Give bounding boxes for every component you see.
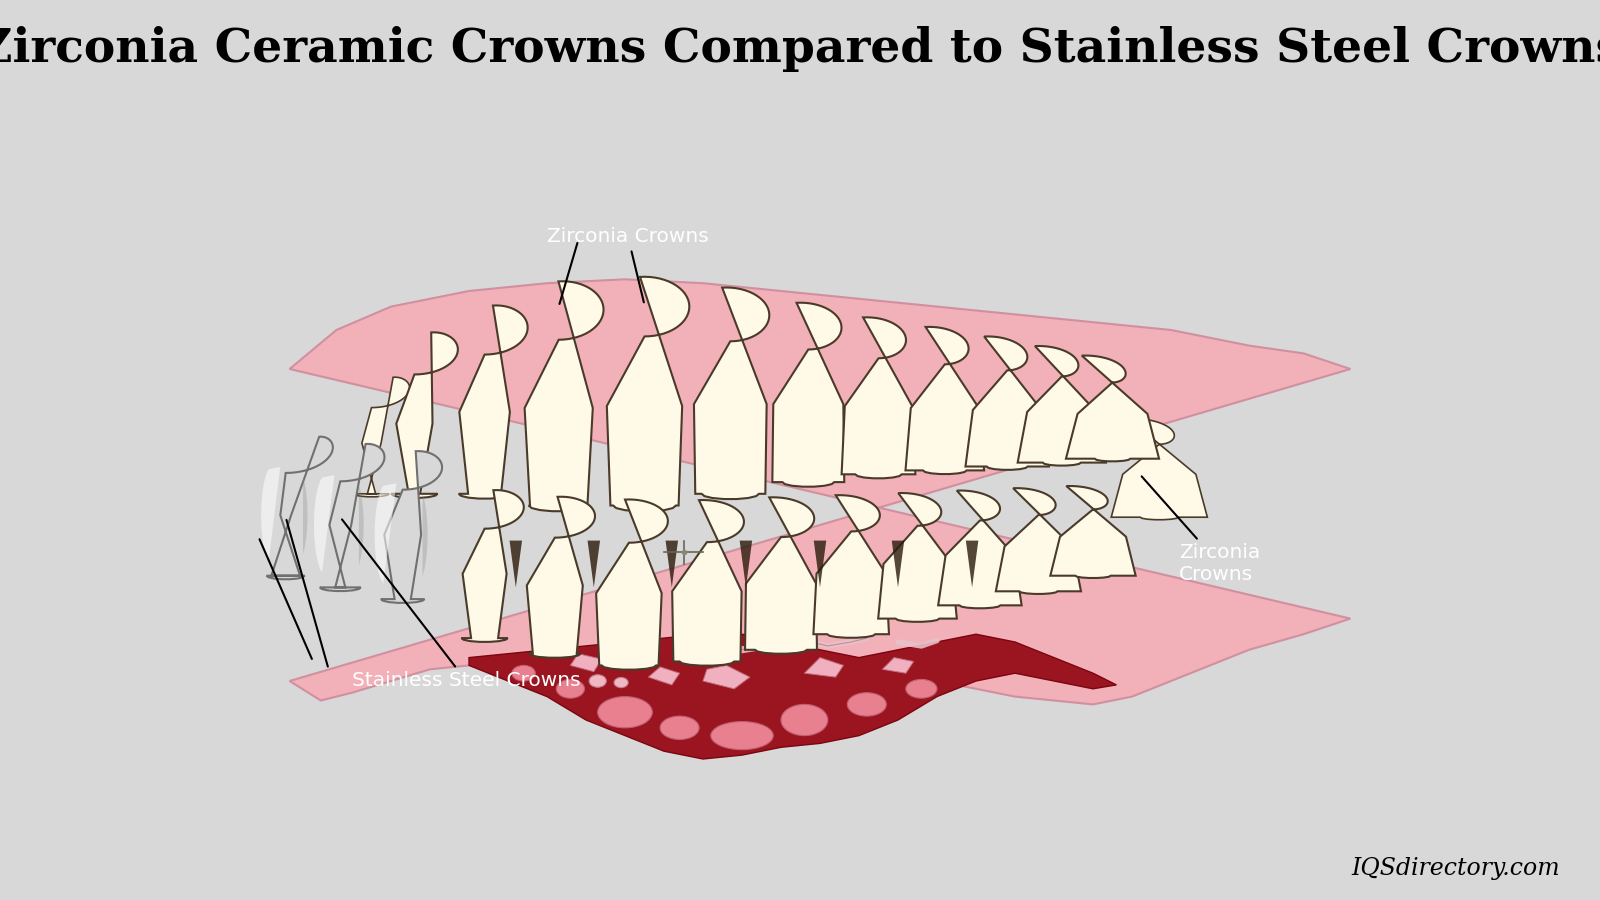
Ellipse shape xyxy=(557,680,584,698)
Polygon shape xyxy=(965,337,1050,470)
Polygon shape xyxy=(694,287,770,499)
Polygon shape xyxy=(459,305,528,499)
Polygon shape xyxy=(805,658,843,677)
Polygon shape xyxy=(606,277,690,511)
Polygon shape xyxy=(878,493,957,622)
Text: Stainless Steel Crowns: Stainless Steel Crowns xyxy=(342,519,581,690)
Text: Zirconia Crowns: Zirconia Crowns xyxy=(547,227,709,302)
Polygon shape xyxy=(938,491,1022,608)
Polygon shape xyxy=(1112,418,1208,519)
Polygon shape xyxy=(842,318,915,478)
Polygon shape xyxy=(290,279,1350,705)
Polygon shape xyxy=(1018,346,1106,465)
Polygon shape xyxy=(597,500,667,670)
Polygon shape xyxy=(374,483,397,584)
Ellipse shape xyxy=(589,675,606,688)
Polygon shape xyxy=(739,541,752,588)
Polygon shape xyxy=(381,451,442,603)
Polygon shape xyxy=(891,541,904,588)
Polygon shape xyxy=(469,634,1117,759)
Ellipse shape xyxy=(614,678,629,688)
Polygon shape xyxy=(966,541,978,588)
Polygon shape xyxy=(814,541,826,588)
Polygon shape xyxy=(906,327,984,474)
Ellipse shape xyxy=(781,705,827,735)
Ellipse shape xyxy=(512,665,536,681)
Polygon shape xyxy=(302,476,307,554)
Polygon shape xyxy=(525,282,603,511)
Polygon shape xyxy=(813,495,890,638)
Polygon shape xyxy=(261,467,280,562)
Polygon shape xyxy=(390,332,458,498)
Polygon shape xyxy=(746,498,818,653)
Polygon shape xyxy=(320,444,384,591)
Polygon shape xyxy=(422,493,427,576)
Polygon shape xyxy=(995,488,1082,594)
Ellipse shape xyxy=(661,716,699,740)
Polygon shape xyxy=(648,667,680,685)
Polygon shape xyxy=(883,658,914,673)
Text: Zirconia
Crowns: Zirconia Crowns xyxy=(1142,476,1261,584)
Polygon shape xyxy=(314,475,334,572)
Text: Zirconia Ceramic Crowns Compared to Stainless Steel Crowns: Zirconia Ceramic Crowns Compared to Stai… xyxy=(0,26,1600,73)
Polygon shape xyxy=(672,500,744,666)
Polygon shape xyxy=(570,653,602,671)
Polygon shape xyxy=(587,541,600,588)
Polygon shape xyxy=(358,484,363,565)
Polygon shape xyxy=(773,302,845,487)
Ellipse shape xyxy=(906,680,938,698)
Ellipse shape xyxy=(598,697,653,728)
Ellipse shape xyxy=(710,722,773,750)
Polygon shape xyxy=(666,541,678,588)
Polygon shape xyxy=(267,436,333,580)
Polygon shape xyxy=(354,377,410,497)
Ellipse shape xyxy=(848,693,886,716)
Polygon shape xyxy=(702,665,750,688)
Polygon shape xyxy=(1050,486,1136,578)
Polygon shape xyxy=(526,497,595,658)
Text: IQSdirectory.com: IQSdirectory.com xyxy=(1352,857,1560,880)
Polygon shape xyxy=(1066,356,1158,462)
Polygon shape xyxy=(509,541,522,588)
Polygon shape xyxy=(461,491,523,642)
